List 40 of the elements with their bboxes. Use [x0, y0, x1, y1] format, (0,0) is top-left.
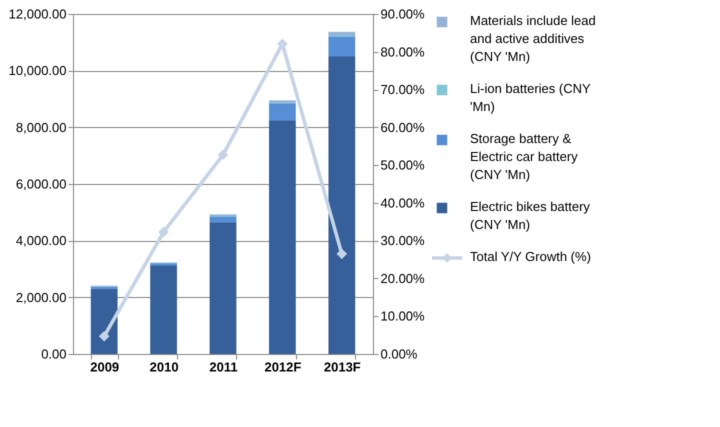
y2-tick-label: 60.00%: [380, 120, 426, 135]
bar: [269, 120, 296, 354]
y-tick-label: 4,000.00: [16, 233, 66, 248]
y2-tick-label: 10.00%: [380, 308, 426, 324]
x-tick-label: 2010: [150, 360, 179, 374]
y-tick-label: 12,000.00: [8, 6, 66, 22]
y-tick-label: 0.00: [41, 346, 66, 362]
bar: [210, 216, 236, 222]
y2-tick-label: 30.00%: [380, 233, 426, 248]
y2-tick-label: 50.00%: [380, 158, 426, 173]
y-tick-label: 10,000.00: [8, 63, 66, 78]
legend-label: Li-ion batteries (CNY 'Mn): [470, 81, 591, 114]
y2-tick-label: 90.00%: [380, 6, 426, 22]
legend-label: Storage battery & Electric car battery (CNY 'Mn): [470, 131, 578, 182]
bar: [328, 32, 356, 36]
point: [158, 226, 169, 238]
legend-label: Total Y/Y Growth (%): [470, 249, 591, 264]
point: [336, 248, 348, 260]
legend-label: Electric bikes battery (CNY 'Mn): [470, 199, 590, 232]
y2-tick-label: 0.00%: [380, 346, 418, 362]
bar: [269, 103, 296, 120]
point: [98, 331, 110, 342]
y2-tick-label: 40.00%: [380, 195, 426, 210]
bar: [210, 222, 236, 354]
y-tick-label: 6,000.00: [16, 176, 66, 192]
x-tick-label: 2013F: [324, 360, 361, 374]
bar: [150, 265, 177, 354]
y-tick-label: 2,000.00: [16, 290, 66, 305]
y2-tick-label: 20.00%: [380, 270, 426, 286]
y-tick-label: 8,000.00: [16, 120, 66, 135]
x-tick-label: 2012F: [264, 360, 302, 374]
x-tick-label: 2011: [209, 360, 238, 374]
x-tick-label: 2009: [90, 360, 120, 374]
y2-tick-label: 80.00%: [380, 44, 426, 60]
legend-label: Materials include lead and active additives (CNY 'Mn): [470, 13, 596, 64]
y2-tick-label: 70.00%: [380, 82, 426, 98]
bar: [90, 288, 118, 354]
point: [218, 150, 228, 160]
bar: [328, 56, 356, 354]
bar: [328, 36, 356, 56]
